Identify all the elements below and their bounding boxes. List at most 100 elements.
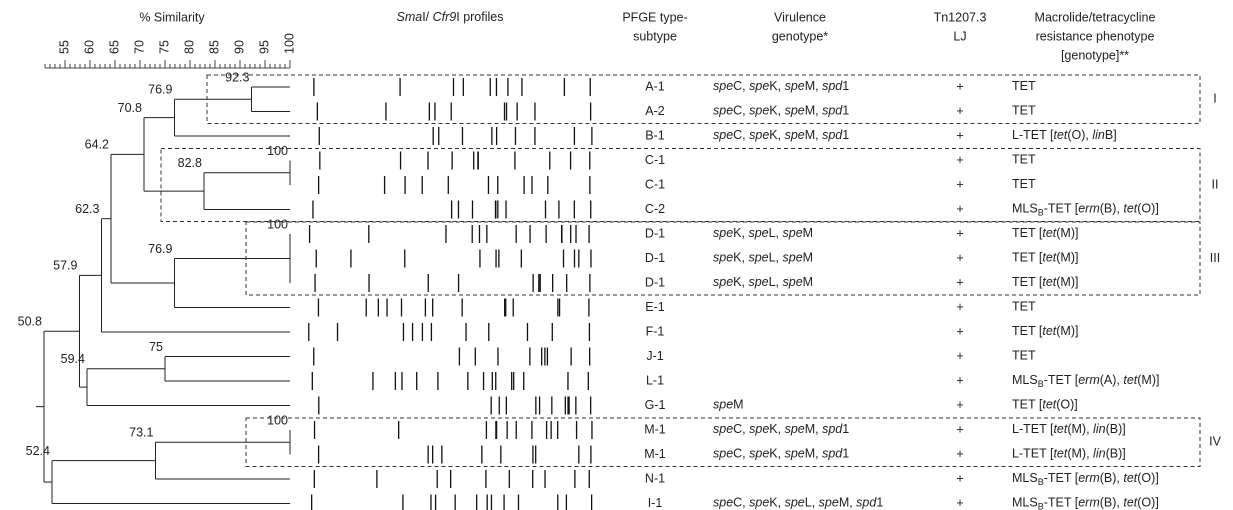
virulence-genotype: speC, speK, speM, spd1 [713, 128, 849, 142]
pfge-subtype: D-1 [645, 251, 665, 265]
node-label: 76.9 [148, 242, 172, 256]
node-label: 57.9 [53, 259, 77, 273]
tn-status: + [956, 275, 963, 289]
pfge-subtype: N-1 [645, 471, 665, 485]
similarity-header: % Similarity [139, 10, 205, 24]
phenotype: L-TET [tet(M), lin(B)] [1012, 447, 1126, 461]
node-label: 100 [267, 217, 288, 231]
tn-status: + [956, 177, 963, 191]
gel-header-part: I profiles [456, 10, 503, 24]
pfge-subtype: C-2 [645, 202, 665, 216]
cluster-label: IV [1209, 435, 1221, 449]
node-label: 62.3 [75, 202, 99, 216]
phenotype-main: MLS [1012, 496, 1038, 510]
node-label: 82.8 [178, 156, 202, 170]
phenotype: TET [tet(M)] [1012, 226, 1078, 240]
virulence-genotype: speM [713, 398, 744, 412]
tn-header: Tn1207.3 [934, 10, 987, 24]
tn-status: + [956, 128, 963, 142]
node-label: 75 [149, 340, 163, 354]
phenotype-rest: -TET [erm(B), tet(O)] [1044, 202, 1159, 216]
phenotype: TET [1012, 349, 1036, 363]
pfge-header: PFGE type- [622, 10, 687, 24]
tick-label: 75 [157, 40, 171, 54]
phenotype-header: resistance phenotype [1036, 29, 1155, 43]
tn-status: + [956, 373, 963, 387]
tick-label: 70 [132, 40, 146, 54]
phenotype-rest: -TET [erm(B), tet(O)] [1044, 496, 1159, 510]
phenotype: MLSB-TET [erm(A), tet(M)] [1012, 373, 1159, 389]
pfge-subtype: D-1 [645, 226, 665, 240]
phenotype: L-TET [tet(M), lin(B)] [1012, 422, 1126, 436]
figure: % Similarity SmaI/ Cfr9I profiles PFGE typ… [0, 0, 1233, 510]
phenotype: TET [tet(O)] [1012, 398, 1078, 412]
tn-status: + [956, 300, 963, 314]
virulence-genotype: speC, speK, speM, spd1 [713, 104, 849, 118]
pfge-subtype: I-1 [648, 496, 663, 510]
tn-status: + [956, 226, 963, 240]
pfge-subtype: A-2 [645, 104, 665, 118]
tn-status: + [956, 471, 963, 485]
node-label: 73.1 [129, 426, 153, 440]
phenotype: TET [tet(M)] [1012, 275, 1078, 289]
phenotype: TET [tet(M)] [1012, 324, 1078, 338]
phenotype: MLSB-TET [erm(B), tet(O)] [1012, 496, 1159, 510]
virulence-genotype: speK, speL, speM [713, 226, 813, 240]
pfge-subtype: D-1 [645, 275, 665, 289]
pfge-subtype: C-1 [645, 153, 665, 167]
pfge-header: subtype [633, 29, 677, 43]
tn-status: + [956, 202, 963, 216]
pfge-subtype: B-1 [645, 128, 665, 142]
node-label: 52.4 [26, 444, 50, 458]
tn-status: + [956, 79, 963, 93]
tn-status: + [956, 324, 963, 338]
tick-label: 65 [107, 40, 121, 54]
tick-label: 100 [282, 33, 296, 54]
phenotype: TET [1012, 153, 1036, 167]
virulence-header: genotype* [772, 29, 828, 43]
node-label: 70.8 [118, 101, 142, 115]
virulence-genotype: speC, speK, speL, speM, spd1 [713, 496, 883, 510]
tick-label: 95 [257, 40, 271, 54]
virulence-genotype: speK, speL, speM [713, 251, 813, 265]
node-label: 64.2 [85, 138, 109, 152]
cluster-box [207, 75, 1200, 124]
node-label: 92.3 [225, 70, 249, 84]
cluster-label: I [1213, 92, 1216, 106]
node-label: 50.8 [18, 315, 42, 329]
pfge-subtype: C-1 [645, 177, 665, 191]
gel-header-part: I/ [422, 10, 432, 24]
virulence-genotype: speC, speK, speM, spd1 [713, 79, 849, 93]
node-label: 59.4 [61, 352, 85, 366]
phenotype-header: Macrolide/tetracycline [1035, 10, 1156, 24]
tick-label: 90 [232, 40, 246, 54]
phenotype-main: MLS [1012, 202, 1038, 216]
cluster-label: II [1212, 177, 1219, 191]
node-label: 76.9 [148, 83, 172, 97]
tn-status: + [956, 349, 963, 363]
pfge-subtype: G-1 [645, 398, 666, 412]
pfge-subtype: M-1 [644, 422, 666, 436]
pfge-subtype: M-1 [644, 447, 666, 461]
phenotype-rest: -TET [erm(A), tet(M)] [1044, 373, 1160, 387]
tn-status: + [956, 447, 963, 461]
tn-status: + [956, 251, 963, 265]
phenotype: TET [1012, 79, 1036, 93]
tn-status: + [956, 398, 963, 412]
gel-header-part: Cfr9 [433, 10, 457, 24]
phenotype-header: [genotype]** [1061, 48, 1129, 62]
tn-header: LJ [953, 29, 966, 43]
tick-label: 80 [182, 40, 196, 54]
phenotype-main: MLS [1012, 471, 1038, 485]
node-label: 100 [267, 413, 288, 427]
gel-header: SmaI/ Cfr9I profiles [397, 10, 504, 24]
phenotype-rest: -TET [erm(B), tet(O)] [1044, 471, 1159, 485]
phenotype: MLSB-TET [erm(B), tet(O)] [1012, 202, 1159, 218]
virulence-header: Virulence [774, 10, 826, 24]
tn-status: + [956, 153, 963, 167]
phenotype-main: MLS [1012, 373, 1038, 387]
virulence-genotype: speC, speK, speM, spd1 [713, 447, 849, 461]
pfge-subtype: A-1 [645, 79, 665, 93]
tn-status: + [956, 422, 963, 436]
phenotype: L-TET [tet(O), linB] [1012, 128, 1117, 142]
